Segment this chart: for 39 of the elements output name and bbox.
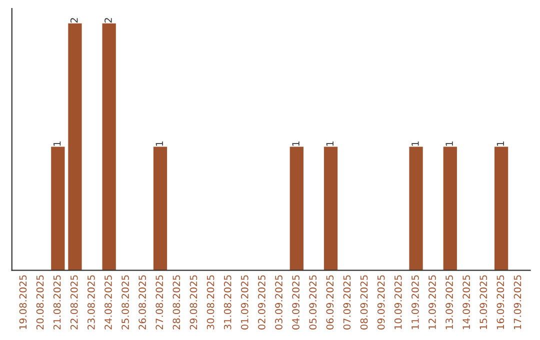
data-label: 2 [70, 18, 78, 23]
data-label: 1 [446, 142, 453, 146]
x-tick-label: 16.09.2025 [496, 275, 504, 330]
x-tick-label: 30.08.2025 [206, 275, 214, 330]
x-tick-label: 06.09.2025 [326, 275, 334, 330]
x-tick-label: 22.08.2025 [70, 275, 78, 330]
x-tick-label: 24.08.2025 [104, 275, 112, 330]
data-label: 1 [156, 142, 163, 146]
data-label: 1 [326, 142, 334, 146]
x-tick-label: 08.09.2025 [360, 275, 368, 330]
x-tick-label: 01.09.2025 [240, 275, 248, 330]
data-label: 1 [292, 142, 300, 146]
x-tick-label: 20.08.2025 [36, 275, 44, 330]
x-tick-label: 31.08.2025 [224, 275, 232, 330]
x-tick-label: 12.09.2025 [428, 275, 436, 330]
x-tick-label: 14.09.2025 [462, 275, 470, 330]
x-tick-label: 27.08.2025 [156, 275, 164, 330]
data-label: 1 [412, 142, 419, 146]
x-tick-label: 28.08.2025 [172, 275, 180, 330]
x-tick-label: 03.09.2025 [275, 275, 282, 330]
x-tick-label: 05.09.2025 [309, 275, 317, 330]
x-tick-label: 15.09.2025 [480, 275, 488, 330]
x-tick-label: 09.09.2025 [377, 275, 385, 330]
x-tick-label: 04.09.2025 [292, 275, 300, 330]
x-tick-label: 25.08.2025 [122, 275, 129, 330]
x-tick-label: 07.09.2025 [343, 275, 351, 330]
x-tick-label: 10.09.2025 [394, 275, 402, 330]
x-tick-label: 19.08.2025 [19, 275, 27, 330]
data-label: 2 [104, 18, 112, 23]
x-tick-label: 17.09.2025 [514, 275, 522, 330]
x-tick-label: 29.08.2025 [190, 275, 198, 330]
x-tick-label: 02.09.2025 [258, 275, 266, 330]
data-label: 1 [54, 142, 61, 146]
x-tick-label: 26.08.2025 [138, 275, 146, 330]
data-label: 1 [496, 142, 504, 146]
x-tick-label: 13.09.2025 [446, 275, 453, 330]
x-tick-label: 23.08.2025 [87, 275, 95, 330]
x-tick-label: 11.09.2025 [411, 275, 419, 330]
x-tick-label: 21.08.2025 [53, 275, 61, 330]
